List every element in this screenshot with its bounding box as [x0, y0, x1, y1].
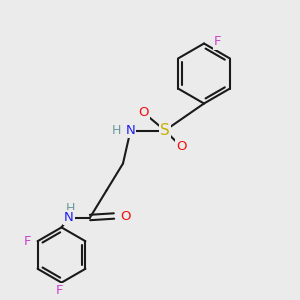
Text: H: H: [112, 124, 121, 137]
Text: S: S: [160, 123, 170, 138]
Text: O: O: [176, 140, 187, 154]
Text: O: O: [120, 209, 130, 223]
Text: H: H: [66, 202, 75, 215]
Text: N: N: [126, 124, 135, 137]
Text: F: F: [56, 284, 64, 298]
Text: N: N: [64, 211, 74, 224]
Text: F: F: [214, 35, 221, 49]
Text: F: F: [24, 235, 32, 248]
Text: O: O: [138, 106, 149, 119]
